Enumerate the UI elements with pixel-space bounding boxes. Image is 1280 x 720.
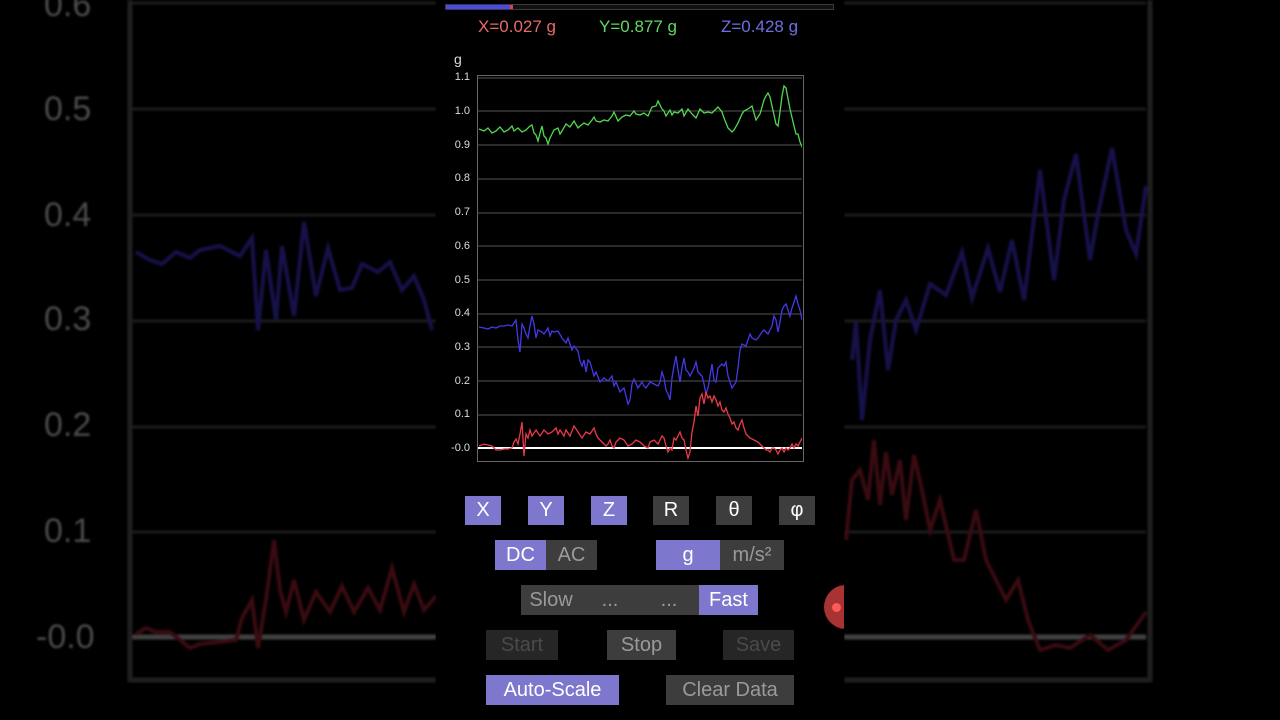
tick-0.4: 0.4 [454, 307, 470, 319]
axis-toggle-x[interactable]: X [465, 496, 501, 525]
axis-toggle-r[interactable]: R [653, 496, 689, 525]
chart-plot-area[interactable] [477, 75, 804, 462]
tick-0.1: 0.1 [454, 408, 470, 420]
coupling-ac-button[interactable]: AC [546, 540, 597, 570]
record-dot-icon [832, 603, 841, 612]
tick-0.2: 0.2 [454, 375, 470, 387]
axis-toggle-theta[interactable]: θ [716, 496, 752, 525]
y-readout: Y=0.877 g [599, 17, 677, 36]
x-readout: X=0.027 g [478, 17, 556, 36]
unit-g-button[interactable]: g [656, 540, 720, 570]
bg-tick-0.5: 0.5 [44, 90, 92, 128]
bg-tick-0.1: 0.1 [44, 512, 92, 550]
clear-data-button[interactable]: Clear Data [666, 675, 794, 705]
tick-0.7: 0.7 [454, 206, 470, 218]
speed-fast-button[interactable]: Fast [699, 585, 758, 615]
buffer-progress-bar [445, 4, 834, 10]
z-readout: Z=0.428 g [721, 17, 799, 36]
tick-0.9: 0.9 [454, 139, 470, 151]
tick-1.0: 1.0 [454, 105, 470, 117]
speed-slow-button[interactable]: Slow [521, 585, 581, 615]
y-axis-unit-label: g [454, 51, 462, 67]
series-z-trace [478, 293, 802, 406]
accelerometer-app-screen: X=0.027 g Y=0.877 g Z=0.428 g g 1.1 1.0 … [436, 0, 844, 720]
series-x-trace [478, 391, 802, 460]
chart-traces-svg [478, 77, 802, 460]
bg-tick-0.6: 0.6 [44, 0, 92, 24]
axis-toggle-phi[interactable]: φ [779, 496, 815, 525]
coupling-dc-button[interactable]: DC [495, 540, 546, 570]
progress-fill [446, 5, 512, 9]
tick-0.5: 0.5 [454, 274, 470, 286]
tick-0.8: 0.8 [454, 172, 470, 184]
stop-button[interactable]: Stop [607, 630, 676, 660]
axis-toggle-z[interactable]: Z [591, 496, 627, 525]
progress-marker [510, 5, 513, 9]
save-button[interactable]: Save [723, 630, 794, 660]
auto-scale-button[interactable]: Auto-Scale [486, 675, 619, 705]
screen-record-bubble[interactable] [824, 585, 844, 629]
bg-tick-0.2: 0.2 [44, 406, 92, 444]
bg-tick-0.4: 0.4 [44, 196, 92, 234]
tick-0.0: -0.0 [451, 442, 470, 454]
tick-0.3: 0.3 [454, 341, 470, 353]
speed-mid1-button[interactable]: ... [581, 585, 639, 615]
bg-tick-0.0: -0.0 [36, 618, 95, 656]
speed-mid2-button[interactable]: ... [639, 585, 699, 615]
bg-tick-0.3: 0.3 [44, 300, 92, 338]
tick-0.6: 0.6 [454, 240, 470, 252]
series-y-trace [478, 84, 802, 149]
start-button[interactable]: Start [486, 630, 558, 660]
unit-ms2-button[interactable]: m/s² [720, 540, 784, 570]
axis-toggle-y[interactable]: Y [528, 496, 564, 525]
tick-1.1: 1.1 [454, 71, 470, 83]
